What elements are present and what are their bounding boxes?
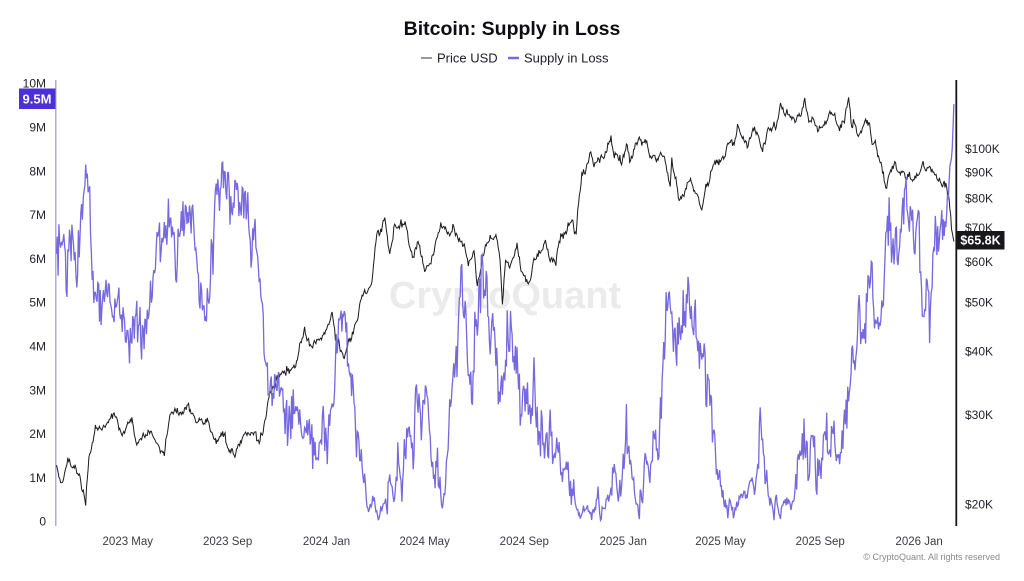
svg-text:$100K: $100K [965, 142, 1000, 156]
svg-text:10M: 10M [23, 77, 46, 91]
svg-text:2024 Sep: 2024 Sep [500, 536, 549, 548]
svg-text:$65.8K: $65.8K [960, 234, 1000, 248]
svg-text:2023 Sep: 2023 Sep [203, 536, 252, 548]
svg-text:2025 Sep: 2025 Sep [796, 536, 845, 548]
svg-text:© CryptoQuant. All rights rese: © CryptoQuant. All rights reserved [863, 552, 1000, 562]
svg-text:6M: 6M [29, 252, 46, 266]
svg-text:$60K: $60K [965, 255, 993, 269]
svg-text:7M: 7M [29, 208, 46, 222]
svg-text:2023 May: 2023 May [103, 536, 154, 548]
svg-text:$30K: $30K [965, 408, 993, 422]
svg-text:Price USD: Price USD [437, 51, 498, 66]
svg-text:$90K: $90K [965, 166, 993, 180]
svg-text:2024 Jan: 2024 Jan [303, 536, 350, 548]
svg-text:9M: 9M [29, 121, 46, 135]
svg-text:2024 May: 2024 May [399, 536, 450, 548]
svg-text:4M: 4M [29, 340, 46, 354]
svg-text:CryptoQuant: CryptoQuant [389, 275, 622, 317]
svg-text:8M: 8M [29, 164, 46, 178]
svg-text:2M: 2M [29, 427, 46, 441]
svg-text:2025 Jan: 2025 Jan [600, 536, 647, 548]
svg-text:0: 0 [39, 515, 46, 529]
svg-text:9.5M: 9.5M [23, 92, 52, 107]
svg-text:3M: 3M [29, 383, 46, 397]
svg-text:$40K: $40K [965, 345, 993, 359]
svg-text:2026 Jan: 2026 Jan [895, 536, 942, 548]
svg-text:Supply in Loss: Supply in Loss [524, 51, 609, 66]
svg-text:$50K: $50K [965, 295, 993, 309]
svg-text:$80K: $80K [965, 192, 993, 206]
svg-text:2025 May: 2025 May [695, 536, 746, 548]
svg-text:$20K: $20K [965, 498, 993, 512]
svg-text:5M: 5M [29, 296, 46, 310]
svg-text:1M: 1M [29, 471, 46, 485]
svg-text:Bitcoin: Supply in Loss: Bitcoin: Supply in Loss [404, 18, 621, 40]
